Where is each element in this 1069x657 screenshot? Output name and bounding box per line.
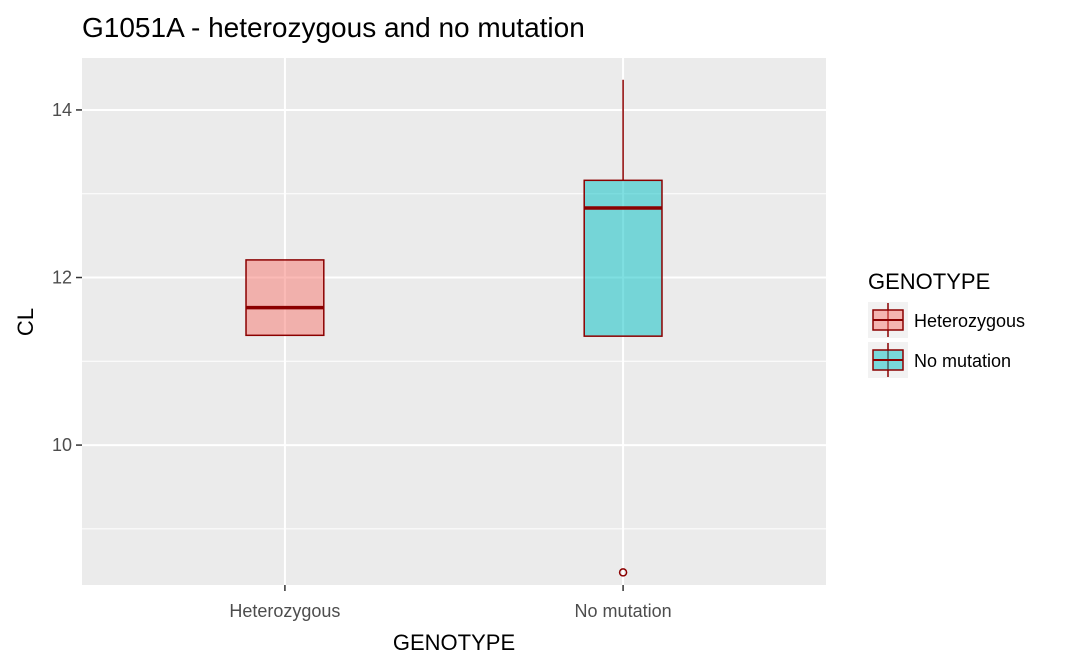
x-tick-label: Heterozygous <box>229 601 340 621</box>
box-heterozygous <box>245 259 325 337</box>
x-axis: Heterozygous No mutation <box>229 585 672 621</box>
y-tick-label: 10 <box>52 435 72 455</box>
outlier-point <box>618 568 628 577</box>
boxes <box>245 79 663 577</box>
legend-label: Heterozygous <box>914 311 1025 331</box>
y-tick-label: 14 <box>52 100 72 120</box>
legend-label: No mutation <box>914 351 1011 371</box>
y-tick-label: 12 <box>52 268 72 288</box>
chart-title: G1051A - heterozygous and no mutation <box>82 12 585 43</box>
box-body <box>245 259 325 337</box>
y-axis: 10 12 14 <box>52 100 82 455</box>
legend-item: Heterozygous <box>868 302 1025 338</box>
x-tick-label: No mutation <box>575 601 672 621</box>
y-axis-title: CL <box>13 308 38 336</box>
box-body <box>583 179 663 337</box>
legend-items: Heterozygous No mutation <box>868 302 1025 378</box>
plot-panel <box>82 58 826 585</box>
legend-item: No mutation <box>868 342 1011 378</box>
x-axis-title: GENOTYPE <box>393 630 515 655</box>
minor-gridlines <box>82 193 826 530</box>
box-no-mutation <box>583 79 663 577</box>
legend: GENOTYPE Heterozygous No mutation <box>868 269 1025 378</box>
legend-title: GENOTYPE <box>868 269 990 294</box>
